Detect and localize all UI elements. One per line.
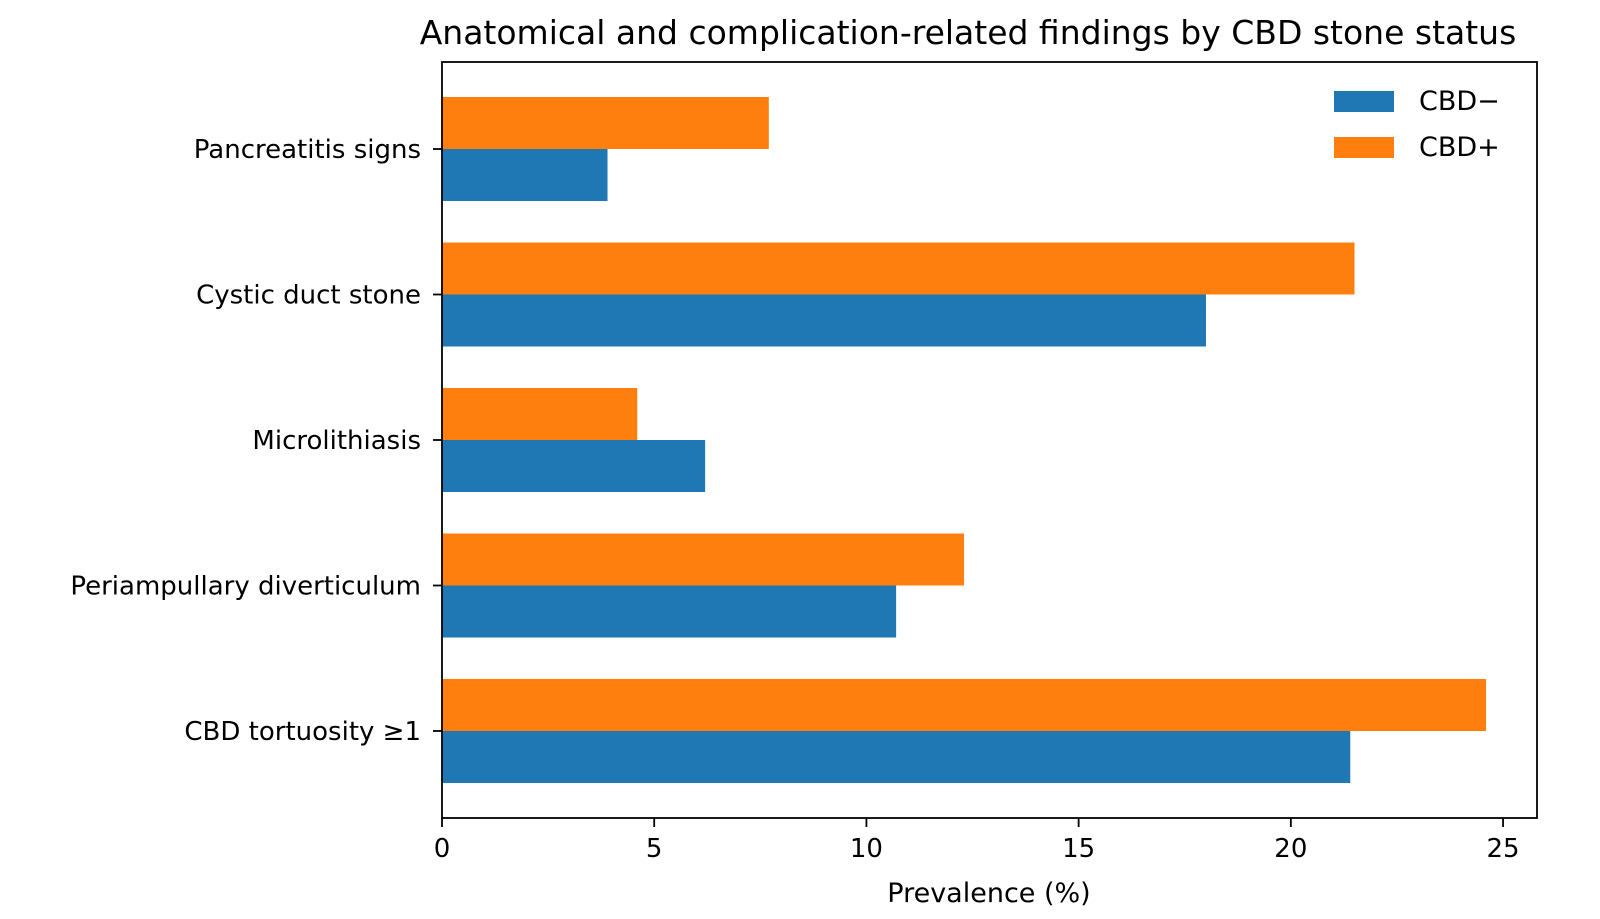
bar-cbd-positive-2 — [442, 388, 638, 440]
bar-cbd-negative-1 — [442, 294, 1206, 347]
y-tick-label: CBD tortuosity ≥1 — [184, 717, 421, 747]
legend-swatch-cbd-positive — [1334, 137, 1394, 158]
y-tick-label: Microlithiasis — [252, 426, 421, 456]
bar-cbd-negative-3 — [442, 585, 897, 638]
bar-cbd-negative-4 — [442, 731, 1351, 783]
bar-cbd-negative-0 — [442, 149, 608, 201]
bar-cbd-negative-2 — [442, 440, 706, 492]
bar-cbd-positive-4 — [442, 679, 1487, 731]
x-tick-label: 20 — [1274, 834, 1307, 864]
legend: CBD− CBD+ — [1334, 86, 1500, 163]
x-tick-label: 0 — [434, 834, 451, 864]
bar-cbd-positive-3 — [442, 533, 965, 586]
chart-title: Anatomical and complication-related find… — [420, 13, 1517, 52]
x-tick-label: 25 — [1486, 834, 1519, 864]
legend-label-cbd-negative: CBD− — [1419, 86, 1500, 117]
bars-layer — [442, 97, 1487, 783]
ticks-layer: Pancreatitis signs Cystic duct stone Micro… — [70, 135, 1519, 864]
x-tick-label: 5 — [646, 834, 663, 864]
legend-swatch-cbd-negative — [1334, 91, 1394, 112]
x-axis-label: Prevalence (%) — [887, 878, 1090, 909]
x-tick-label: 10 — [850, 834, 883, 864]
y-tick-label: Cystic duct stone — [196, 281, 421, 311]
y-tick-label: Periampullary diverticulum — [70, 572, 421, 602]
bar-cbd-positive-1 — [442, 242, 1355, 295]
x-tick-label: 15 — [1062, 834, 1095, 864]
bar-cbd-positive-0 — [442, 97, 769, 149]
legend-label-cbd-positive: CBD+ — [1419, 132, 1500, 163]
y-tick-label: Pancreatitis signs — [194, 135, 421, 165]
